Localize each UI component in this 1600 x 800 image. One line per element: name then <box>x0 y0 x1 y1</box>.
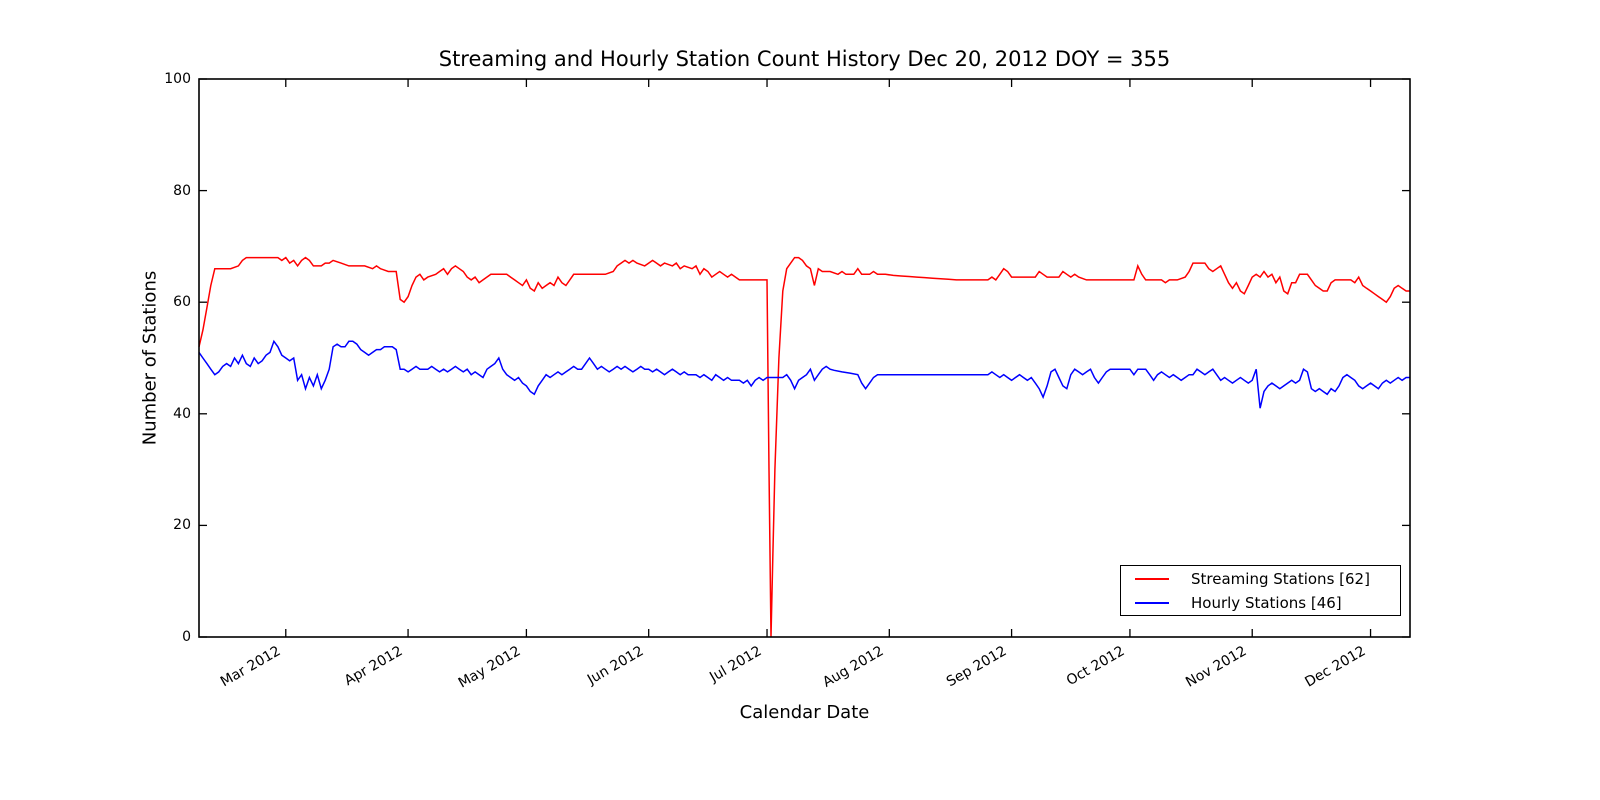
legend-label: Hourly Stations [46] <box>1191 593 1342 612</box>
y-tick-label: 40 <box>173 405 191 422</box>
legend: Streaming Stations [62] Hourly Stations [… <box>1120 565 1401 616</box>
y-tick-label: 100 <box>164 71 191 87</box>
hourly-legend-line-icon <box>1135 601 1169 604</box>
y-tick-label: 80 <box>173 182 191 199</box>
legend-entry: Hourly Stations [46] <box>1121 593 1400 613</box>
legend-entry: Streaming Stations [62] <box>1121 569 1400 589</box>
x-axis-label: Calendar Date <box>739 702 870 723</box>
hourly-line <box>198 339 1410 409</box>
streaming-line <box>198 256 1410 638</box>
y-tick-label: 20 <box>173 517 191 534</box>
chart-title: Streaming and Hourly Station Count Histo… <box>438 47 1171 71</box>
y-tick-label: 60 <box>173 294 191 311</box>
y-tick-label: 0 <box>182 629 191 645</box>
streaming-legend-line-icon <box>1135 577 1169 580</box>
axes-frame <box>198 78 1411 638</box>
legend-label: Streaming Stations [62] <box>1191 569 1370 588</box>
